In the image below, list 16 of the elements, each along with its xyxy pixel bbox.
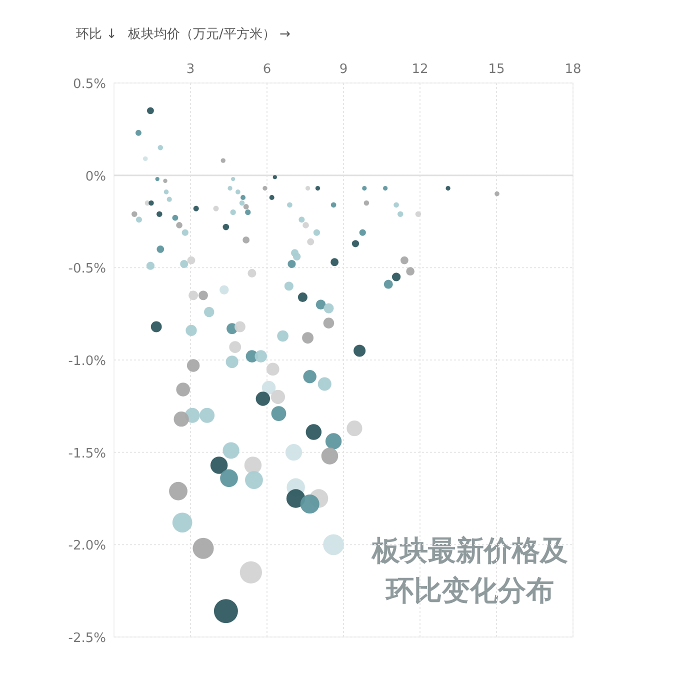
y-tick-label: -2.5%: [68, 631, 106, 646]
y-tick-label: 0%: [85, 169, 106, 184]
y-axis-title: 环比 ↓: [76, 27, 118, 42]
x-tick-label: 3: [186, 62, 195, 77]
y-tick-label: -1.5%: [68, 446, 106, 462]
text: 板块最新价格及环比变化分布: [371, 534, 568, 607]
x-axis-title: 板块均价（万元/平方米） →: [127, 26, 291, 42]
y-tick-label: -0.5%: [68, 262, 106, 277]
y-tick-label: 0.5%: [72, 77, 106, 92]
y-tick-label: -1.0%: [68, 354, 106, 369]
x-tick-label: 9: [339, 62, 348, 77]
y-tick-label: -2.0%: [68, 538, 106, 554]
x-tick-label: 18: [564, 62, 582, 77]
x-tick-label: 6: [262, 62, 272, 77]
x-tick-label: 12: [412, 62, 428, 77]
x-tick-label: 15: [488, 62, 505, 77]
